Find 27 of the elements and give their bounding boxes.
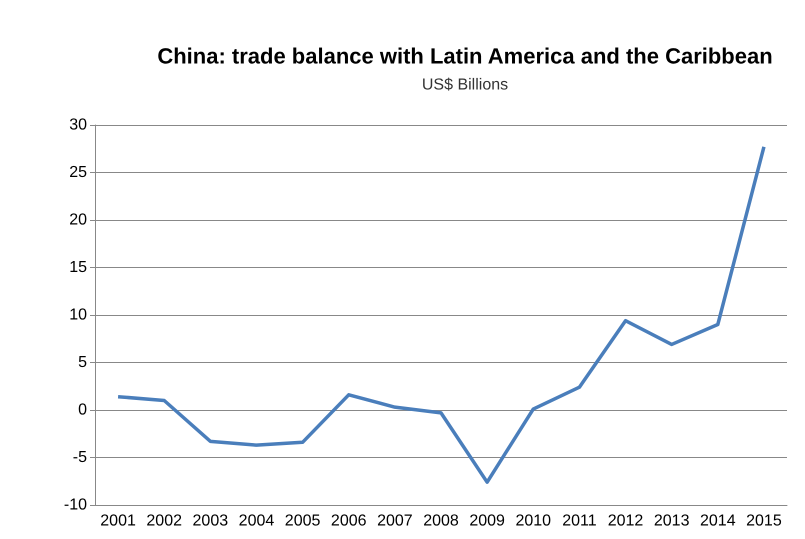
y-tick-label: 0 (78, 402, 88, 418)
y-tick-label: 10 (69, 306, 88, 324)
x-tick-label: 2009 (469, 512, 506, 530)
x-tick-label: 2010 (515, 512, 552, 530)
y-tick-label: 20 (69, 212, 88, 228)
x-tick-label: 2013 (654, 512, 690, 530)
x-tick-label: 2012 (608, 512, 644, 530)
line-series (116, 145, 766, 484)
x-tick-label: 2003 (192, 512, 228, 530)
x-tick-label: 2001 (100, 512, 136, 530)
x-tick-label: 2011 (562, 512, 597, 530)
x-tick-label: 2005 (284, 512, 320, 530)
y-tick-label: 5 (78, 354, 88, 371)
y-tick-label: 30 (69, 116, 88, 134)
x-tick-label: 2015 (746, 512, 782, 530)
y-tick-label: -5 (72, 449, 88, 466)
y-tick-label: 25 (69, 164, 88, 181)
x-tick-label: 2004 (238, 512, 274, 530)
y-tick-label: 15 (69, 259, 88, 276)
y-tick-label: -10 (64, 496, 88, 514)
x-tick-label: 2008 (423, 512, 459, 530)
x-tick-label: 2014 (700, 512, 736, 530)
x-tick-label: 2007 (377, 512, 413, 530)
x-tick-label: 2006 (330, 512, 367, 530)
x-tick-label: 2002 (146, 512, 182, 530)
chart-title: China: trade balance with Latin America and the Caribbean (157, 44, 773, 68)
chart-subtitle: US$ Billions (422, 76, 508, 94)
